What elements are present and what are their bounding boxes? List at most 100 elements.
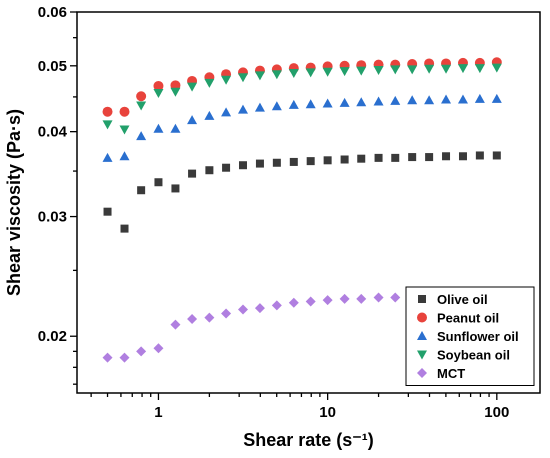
data-point <box>102 106 113 117</box>
data-point <box>102 152 113 162</box>
x-tick-label: 10 <box>319 404 336 421</box>
data-point <box>254 303 265 314</box>
data-points <box>102 57 502 363</box>
data-point <box>237 104 248 114</box>
data-point <box>288 297 299 308</box>
series-olive-oil <box>103 151 501 233</box>
data-point <box>170 123 181 133</box>
data-point <box>425 153 434 162</box>
data-point <box>390 65 401 75</box>
data-point <box>222 163 231 172</box>
data-point <box>492 151 501 160</box>
legend-label: Peanut oil <box>437 311 499 326</box>
data-point <box>137 186 146 195</box>
data-point <box>408 153 417 162</box>
data-point <box>305 296 316 307</box>
data-point <box>288 99 299 109</box>
data-point <box>119 151 130 161</box>
legend-marker <box>417 312 427 323</box>
y-tick-label: 0.02 <box>38 328 67 345</box>
data-point <box>170 319 181 330</box>
data-point <box>305 99 316 109</box>
data-point <box>102 352 113 363</box>
data-point <box>221 107 232 117</box>
data-point <box>119 125 130 135</box>
data-point <box>458 152 467 161</box>
data-point <box>119 106 130 117</box>
data-point <box>103 207 112 216</box>
data-point <box>255 159 264 168</box>
data-point <box>340 155 349 164</box>
data-point <box>407 65 418 75</box>
data-point <box>339 67 350 77</box>
data-point <box>188 169 197 178</box>
data-point <box>170 87 181 97</box>
data-point <box>407 95 418 105</box>
y-tick-label: 0.04 <box>38 124 68 141</box>
legend: Olive oil Peanut oil Sunflower oil Soybean … <box>405 286 535 386</box>
data-point <box>289 157 298 166</box>
data-point <box>204 312 215 323</box>
legend-marker <box>417 331 427 340</box>
data-point <box>204 78 215 88</box>
data-point <box>136 91 147 102</box>
data-point <box>474 64 485 74</box>
data-point <box>153 88 164 98</box>
data-point <box>153 123 164 133</box>
data-point <box>457 64 468 74</box>
plot-border <box>76 11 541 394</box>
y-axis-title: Shear viscosity (Pa·s) <box>4 109 24 296</box>
data-point <box>306 157 315 166</box>
data-point <box>339 293 350 304</box>
data-point <box>390 95 401 105</box>
data-point <box>322 98 333 108</box>
data-point <box>237 304 248 315</box>
legend-marker <box>418 295 426 303</box>
data-point <box>288 68 299 78</box>
y-axis-ticks: 0.02 0.03 0.04 0.05 0.06 <box>38 4 77 385</box>
legend-box <box>405 286 535 386</box>
data-point <box>356 97 367 107</box>
data-point <box>424 95 435 105</box>
data-point <box>339 97 350 107</box>
legend-label: MCT <box>437 366 465 381</box>
data-point <box>153 80 164 91</box>
data-point <box>254 102 265 112</box>
data-point <box>491 93 502 103</box>
data-point <box>373 96 384 106</box>
data-point <box>153 343 164 354</box>
x-tick-label: 100 <box>484 404 509 421</box>
data-point <box>374 153 383 162</box>
data-point <box>272 158 281 167</box>
data-point <box>323 156 332 165</box>
data-point <box>373 65 384 75</box>
data-point <box>205 166 214 175</box>
data-point <box>442 152 451 161</box>
data-point <box>187 314 198 325</box>
data-point <box>237 73 248 83</box>
data-point <box>204 110 215 120</box>
data-point <box>221 75 232 85</box>
data-point <box>322 67 333 77</box>
data-point <box>119 352 130 363</box>
data-point <box>238 161 247 170</box>
data-point <box>136 346 147 357</box>
data-point <box>154 178 163 187</box>
data-point <box>390 292 401 303</box>
data-point <box>254 71 265 81</box>
data-point <box>187 115 198 125</box>
data-point <box>475 151 484 160</box>
data-point <box>491 63 502 73</box>
data-point <box>271 70 282 80</box>
data-point <box>305 68 316 78</box>
data-point <box>356 66 367 76</box>
legend-label: Soybean oil <box>437 348 510 363</box>
legend-label: Olive oil <box>437 292 488 307</box>
series-soybean-oil <box>102 63 502 135</box>
data-point <box>221 308 232 319</box>
legend-marker <box>417 350 427 360</box>
y-tick-label: 0.05 <box>38 58 67 75</box>
data-point <box>474 93 485 103</box>
series-sunflower-oil <box>102 93 502 162</box>
